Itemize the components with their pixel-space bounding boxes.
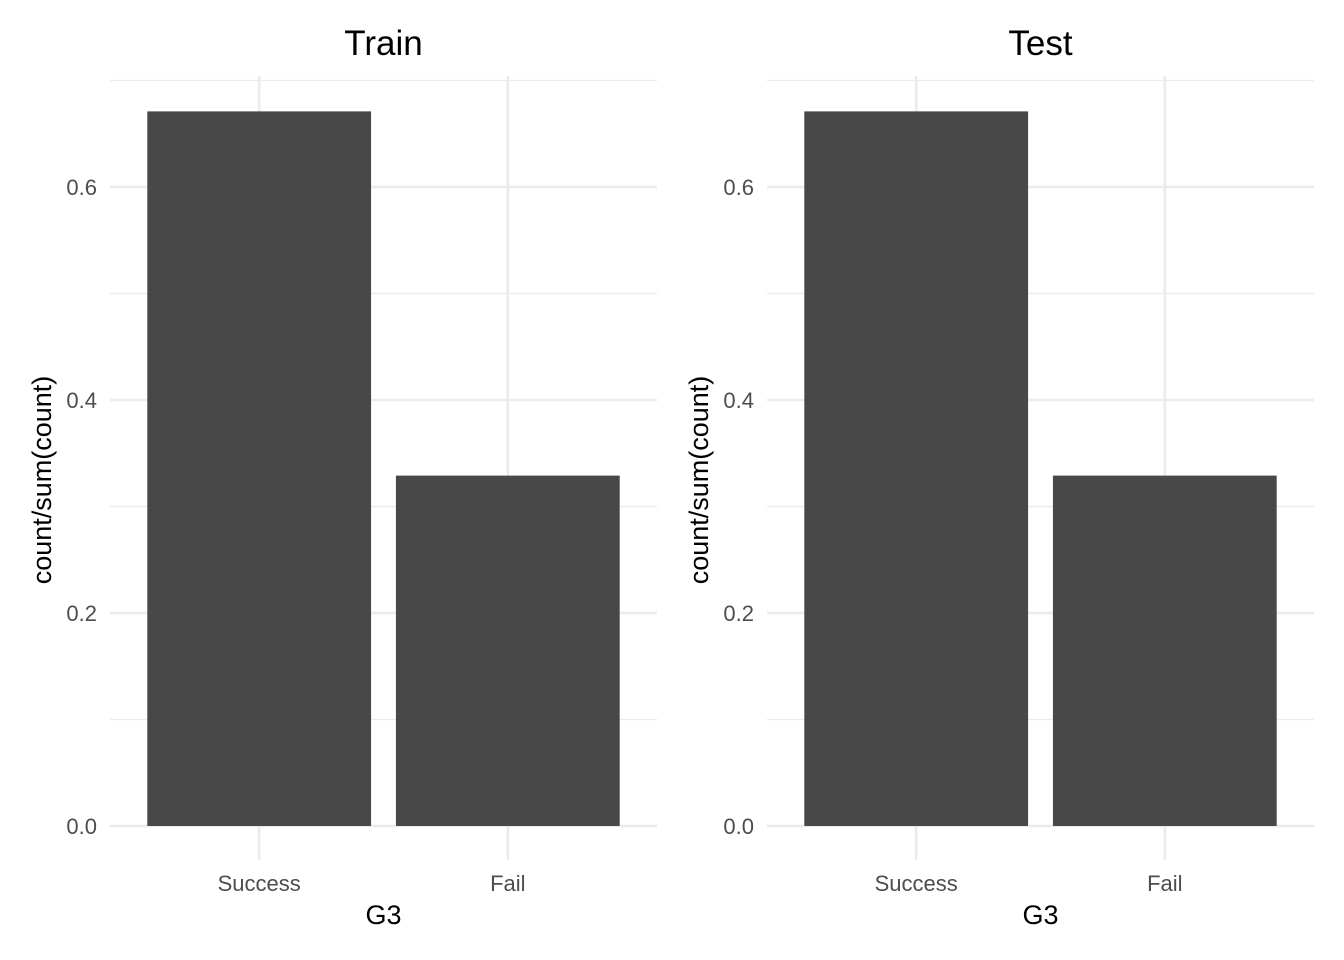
panel-title: Train (344, 24, 422, 63)
panel-title: Test (1008, 24, 1072, 63)
y-tick-label: 0.2 (66, 601, 97, 626)
chart-panel-test: 0.0 0.2 0.4 0.6 Success Fail Test G3 count/sum(c… (684, 24, 1314, 930)
y-tick-label: 0.6 (723, 175, 754, 200)
y-tick-label: 0.2 (723, 601, 754, 626)
y-axis-title: count/sum(count) (27, 376, 57, 585)
chart-panel-train: 0.0 0.2 0.4 0.6 Success Fail Train G3 count/sum(… (27, 24, 657, 930)
y-axis-title: count/sum(count) (684, 376, 714, 585)
bar-fail (395, 475, 620, 826)
bar-fail (1052, 475, 1277, 826)
y-tick-label: 0.4 (723, 388, 754, 413)
x-tick-label: Fail (490, 871, 525, 896)
bar-success (804, 111, 1029, 826)
x-axis-title: G3 (1022, 900, 1058, 930)
y-tick-label: 0.0 (66, 814, 97, 839)
x-tick-label: Success (875, 871, 958, 896)
y-tick-label: 0.4 (66, 388, 97, 413)
y-tick-label: 0.6 (66, 175, 97, 200)
bar-success (147, 111, 372, 826)
x-tick-label: Fail (1147, 871, 1182, 896)
y-tick-label: 0.0 (723, 814, 754, 839)
x-axis-title: G3 (365, 900, 401, 930)
x-tick-label: Success (218, 871, 301, 896)
